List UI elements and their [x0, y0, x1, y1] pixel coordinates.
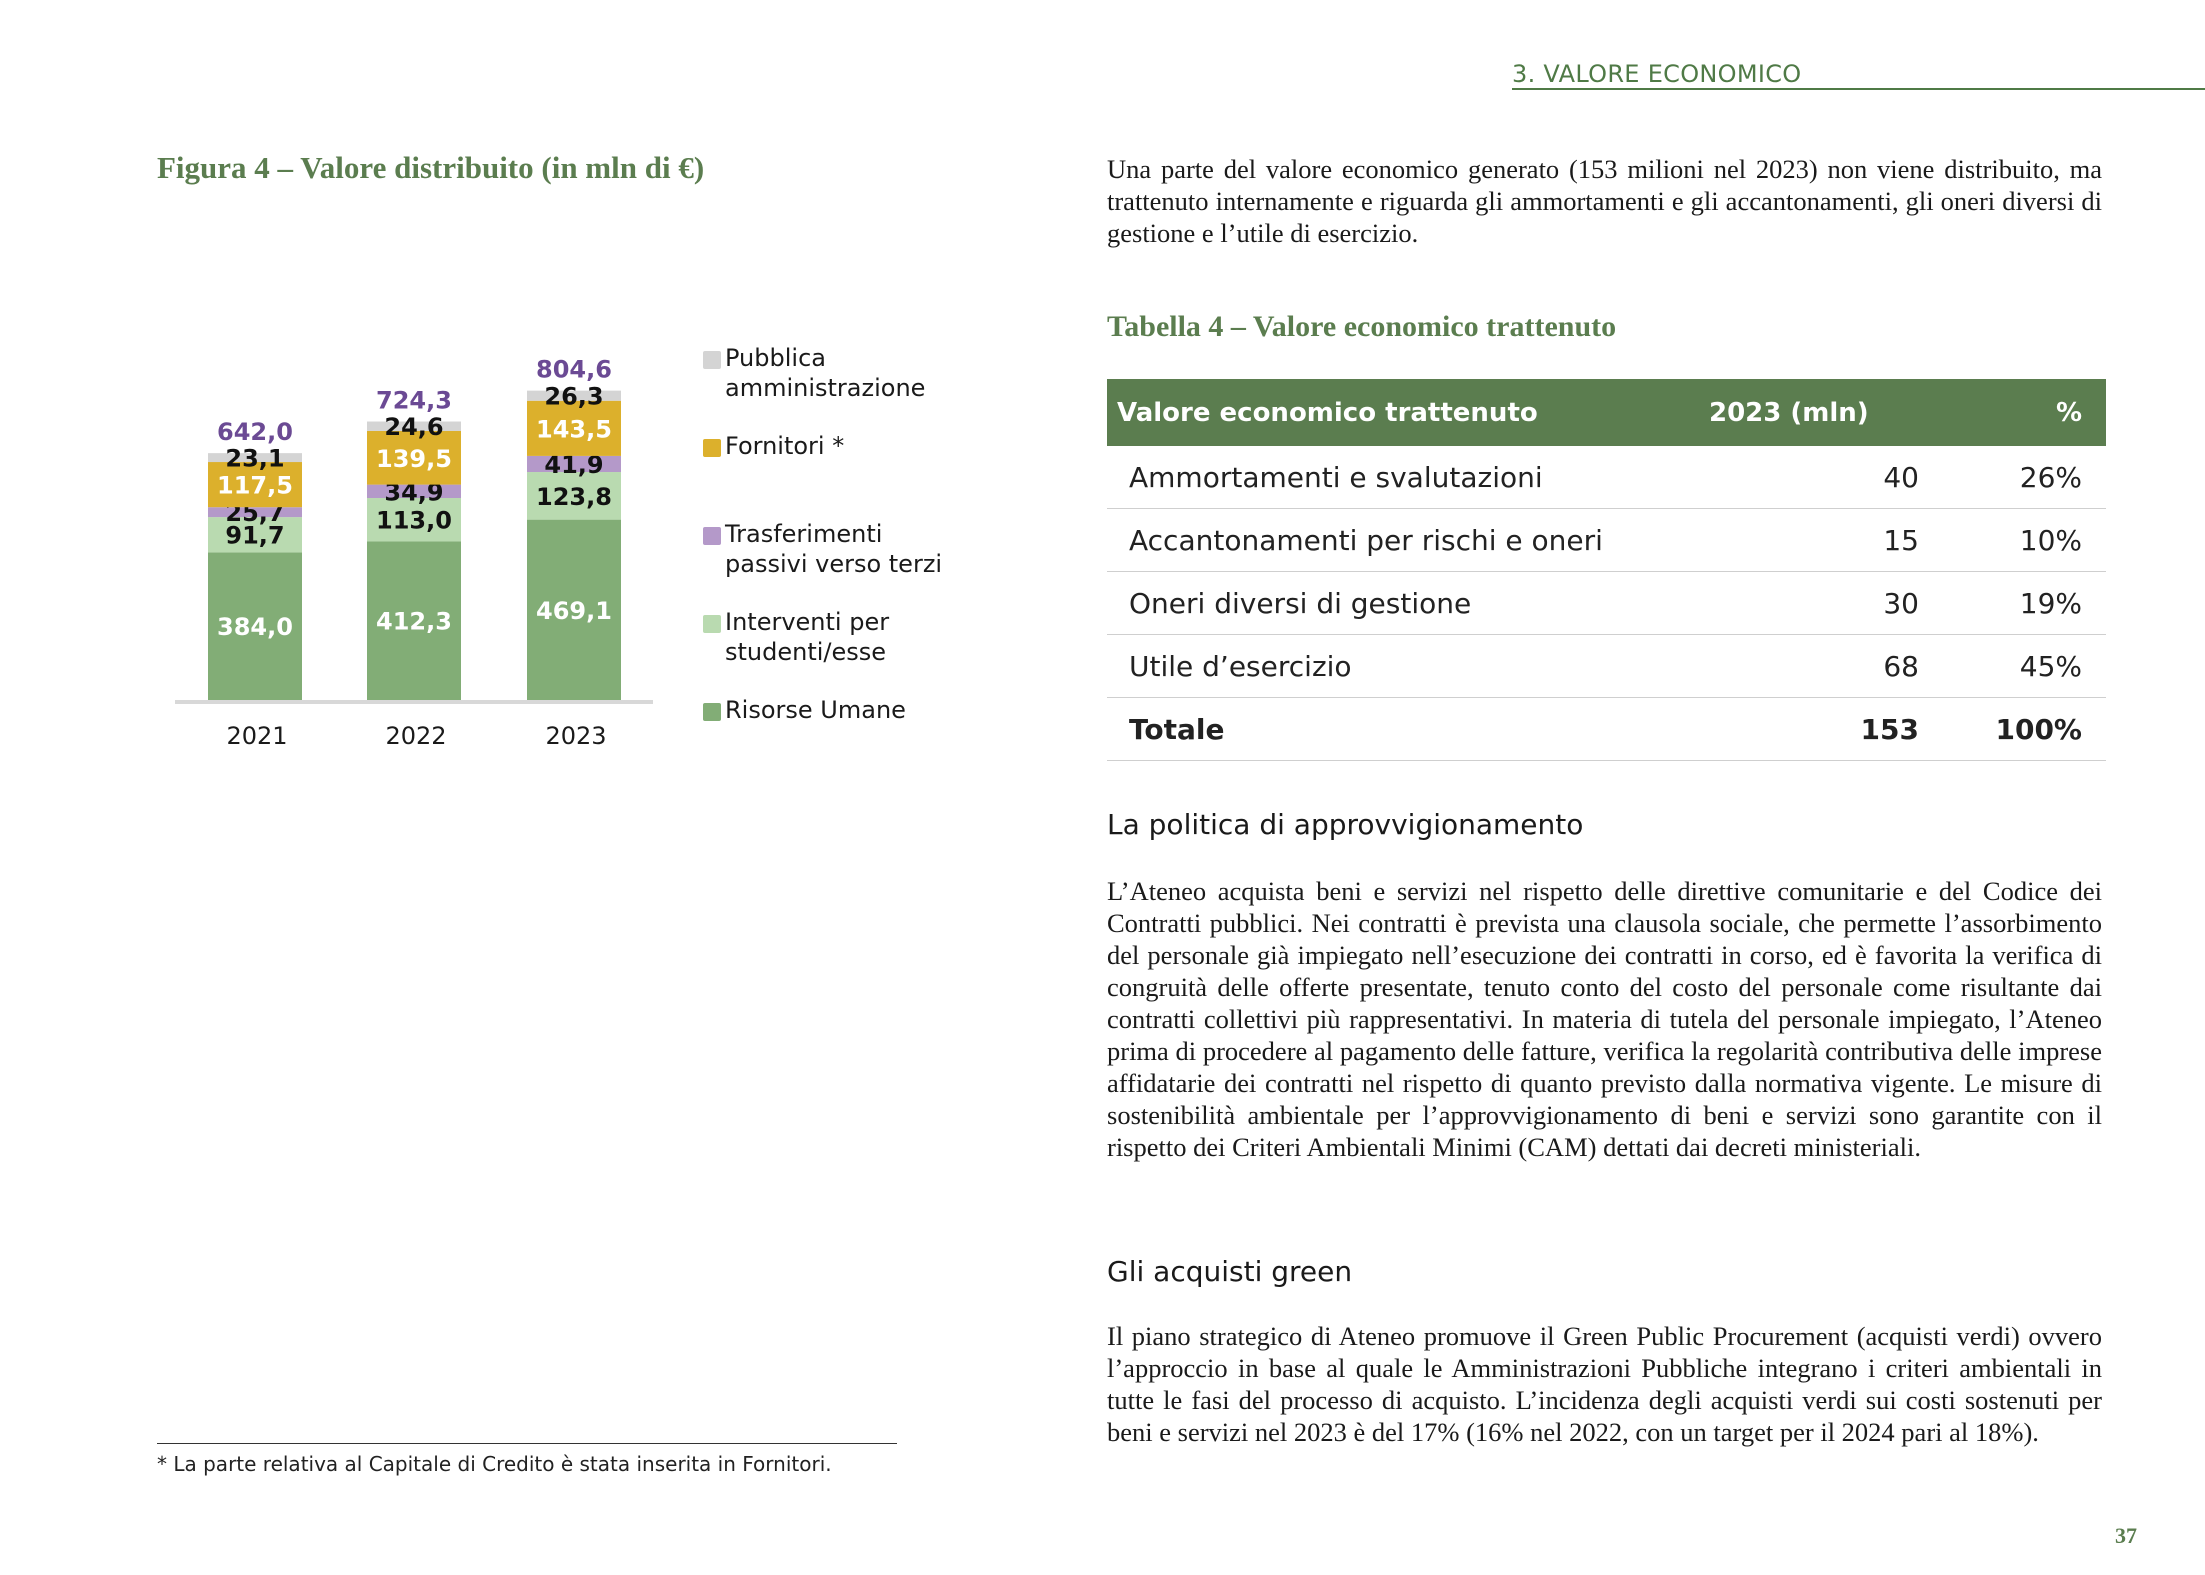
legend-label: Risorse Umane — [725, 696, 906, 724]
bar-value-label: 26,3 — [544, 383, 603, 411]
legend-label: Pubblica amministrazione — [725, 344, 926, 402]
table-cell: 30 — [1639, 571, 1919, 635]
table-cell: 45% — [1919, 634, 2106, 698]
footnote-rule — [157, 1443, 897, 1444]
bar-total-label: 804,6 — [536, 356, 612, 384]
legend-label: Interventi per studenti/esse — [725, 608, 890, 666]
table-cell: 100% — [1919, 697, 2106, 761]
table-header-cell: % — [1919, 379, 2106, 446]
bar-value-label: 469,1 — [536, 597, 612, 625]
legend-swatch — [703, 703, 721, 721]
bar-value-label: 123,8 — [536, 483, 612, 511]
bar-value-label: 23,1 — [225, 445, 284, 473]
procurement-heading: La politica di approvvigionamento — [1107, 808, 1584, 841]
bar-segment — [208, 453, 302, 463]
header-rule — [1512, 88, 2205, 90]
bar-segment — [527, 400, 621, 456]
table-row: Accantonamenti per rischi e oneri 15 10% — [1107, 508, 2106, 572]
table-title: Tabella 4 – Valore economico trattenuto — [1107, 310, 1617, 343]
procurement-paragraph: L’Ateneo acquista beni e servizi nel ris… — [1107, 876, 2102, 1162]
legend-swatch — [703, 439, 721, 457]
bar-value-label: 24,6 — [384, 413, 443, 441]
legend-label: Fornitori * — [725, 432, 845, 460]
bar-value-label: 91,7 — [225, 522, 284, 550]
legend-label: Trasferimenti passivi verso terzi — [725, 520, 943, 578]
table-cell: 68 — [1639, 634, 1919, 698]
bar-value-label: 384,0 — [217, 613, 293, 641]
bar-value-label: 113,0 — [376, 507, 452, 535]
table-row: Ammortamenti e svalutazioni 40 26% — [1107, 446, 2106, 509]
bar-segment — [367, 421, 461, 431]
bar-segment — [208, 552, 302, 700]
section-header: 3. VALORE ECONOMICO — [1512, 60, 1802, 88]
table-cell: Totale — [1107, 697, 1639, 761]
bar-segment — [367, 541, 461, 700]
retained-value-table: Valore economico trattenuto 2023 (mln) %… — [1107, 379, 2106, 761]
bar-total-label: 724,3 — [376, 387, 452, 415]
table-header-cell: Valore economico trattenuto — [1107, 379, 1639, 446]
table-cell: Oneri diversi di gestione — [1107, 571, 1639, 635]
stacked-bar-chart: 384,091,725,7117,523,1642,02021412,3113,… — [175, 356, 653, 750]
table-total-row: Totale 153 100% — [1107, 697, 2106, 761]
table-cell: 10% — [1919, 508, 2106, 572]
x-tick-label: 2022 — [385, 722, 446, 750]
table-header-row: Valore economico trattenuto 2023 (mln) % — [1107, 379, 2106, 446]
table-cell: 19% — [1919, 571, 2106, 635]
legend-swatch — [703, 351, 721, 369]
footnote: * La parte relativa al Capitale di Credi… — [157, 1452, 832, 1476]
bar-segment — [367, 430, 461, 485]
bar-segment — [367, 498, 461, 542]
bar-total-label: 642,0 — [217, 418, 293, 446]
page-number: 37 — [2115, 1523, 2137, 1548]
table-cell: Accantonamenti per rischi e oneri — [1107, 508, 1639, 572]
bar-segment — [208, 462, 302, 508]
figure-title: Figura 4 – Valore distribuito (in mln di… — [157, 150, 705, 185]
legend-swatch — [703, 527, 721, 545]
intro-paragraph: Una parte del valore economico generato … — [1107, 154, 2102, 248]
table-cell: Ammortamenti e svalutazioni — [1107, 446, 1639, 509]
bar-value-label: 412,3 — [376, 608, 452, 636]
table-cell: 26% — [1919, 446, 2106, 509]
bar-segment — [208, 517, 302, 553]
bar-segment — [367, 484, 461, 499]
bar-value-label: 139,5 — [376, 445, 452, 473]
bar-segment — [527, 519, 621, 700]
green-heading: Gli acquisti green — [1107, 1255, 1353, 1288]
table-row: Oneri diversi di gestione 30 19% — [1107, 571, 2106, 635]
x-tick-label: 2023 — [545, 722, 606, 750]
bar-value-label: 143,5 — [536, 415, 612, 443]
table-cell: 15 — [1639, 508, 1919, 572]
green-paragraph: Il piano strategico di Ateneo promuove i… — [1107, 1321, 2102, 1447]
table-cell: 153 — [1639, 697, 1919, 761]
bar-segment — [527, 390, 621, 401]
bar-segment — [527, 455, 621, 473]
table-cell: 40 — [1639, 446, 1919, 509]
table-cell: Utile d’esercizio — [1107, 634, 1639, 698]
table-row: Utile d’esercizio 68 45% — [1107, 634, 2106, 698]
bar-segment — [208, 507, 302, 518]
legend-swatch — [703, 615, 721, 633]
bar-segment — [527, 472, 621, 520]
table-header-cell: 2023 (mln) — [1639, 379, 1919, 446]
x-tick-label: 2021 — [226, 722, 287, 750]
bar-value-label: 117,5 — [217, 472, 293, 500]
